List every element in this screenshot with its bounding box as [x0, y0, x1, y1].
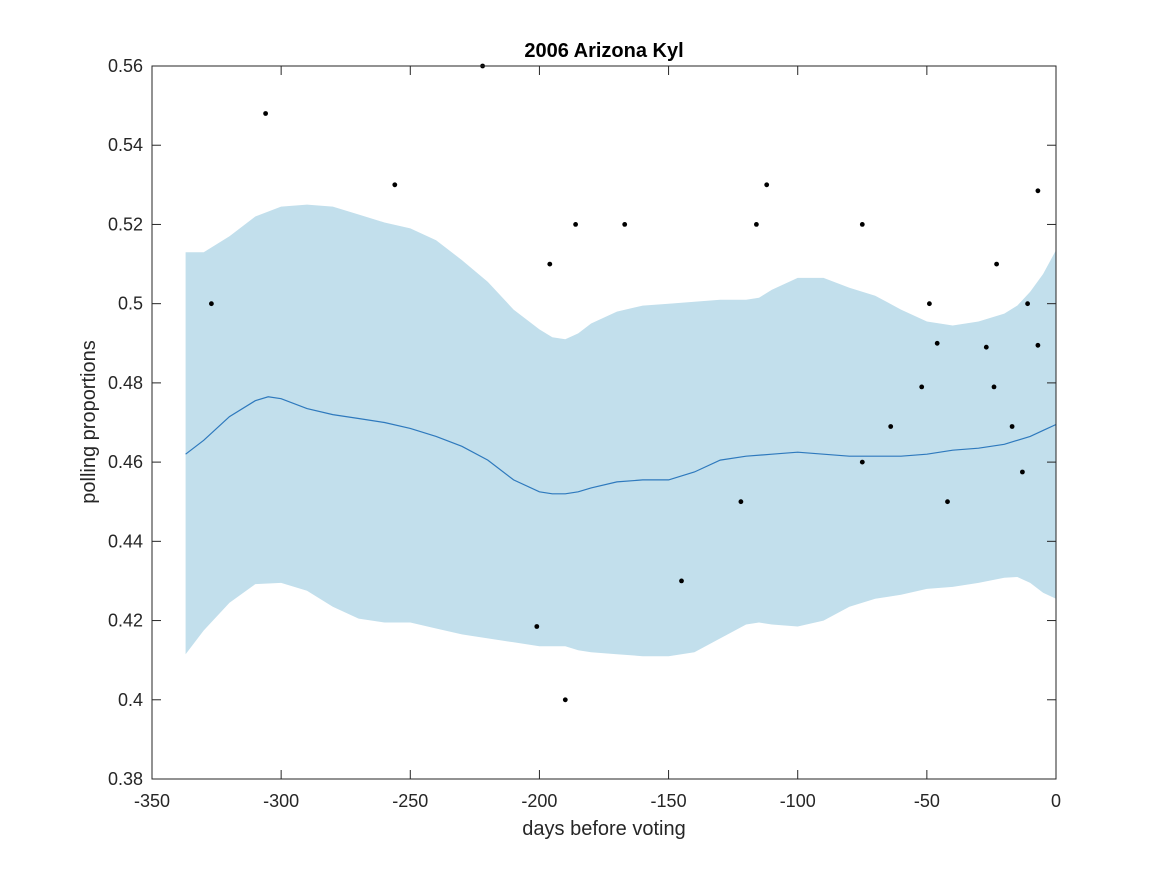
poll-point	[859, 459, 865, 465]
y-tick-label: 0.56	[108, 56, 143, 76]
poll-point	[534, 624, 540, 629]
x-tick-label: -200	[521, 791, 557, 811]
poll-point	[1020, 469, 1025, 475]
x-tick-label: -50	[914, 791, 940, 811]
x-tick-label: -150	[651, 791, 687, 811]
y-tick-label: 0.52	[108, 214, 143, 234]
y-tick-label: 0.44	[108, 531, 143, 551]
poll-point	[622, 222, 628, 227]
x-tick-label: -350	[134, 791, 170, 811]
y-axis-title: polling proportions	[78, 340, 100, 503]
poll-point	[1009, 424, 1015, 429]
poll-point	[679, 578, 684, 584]
poll-point	[1025, 301, 1030, 307]
poll-point	[547, 261, 553, 267]
poll-point	[927, 301, 932, 307]
poll-point	[888, 424, 894, 429]
poll-point	[764, 182, 770, 188]
poll-point	[919, 384, 925, 390]
poll-point	[209, 301, 214, 307]
x-tick-label: 0	[1051, 791, 1061, 811]
x-tick-label: -250	[392, 791, 428, 811]
y-tick-label: 0.42	[108, 611, 143, 631]
poll-point	[983, 344, 989, 350]
poll-point	[738, 499, 744, 505]
y-tick-label: 0.5	[118, 294, 143, 314]
x-axis-title: days before voting	[522, 818, 685, 840]
x-tick-label: -100	[780, 791, 816, 811]
poll-point	[754, 222, 759, 227]
x-tick-label: -300	[263, 791, 299, 811]
plot-area	[185, 63, 1057, 703]
poll-point	[945, 499, 950, 505]
y-tick-label: 0.4	[118, 690, 143, 710]
axes-box	[151, 65, 1057, 780]
poll-point	[859, 222, 865, 227]
poll-point	[573, 222, 578, 227]
poll-point	[991, 384, 997, 390]
y-tick-label: 0.46	[108, 452, 143, 472]
mean-line	[185, 396, 1057, 495]
poll-point	[562, 697, 568, 703]
poll-point	[1035, 342, 1041, 348]
y-tick-label: 0.38	[108, 769, 143, 789]
poll-point	[934, 340, 940, 346]
poll-point	[392, 182, 398, 188]
y-tick-label: 0.54	[108, 135, 143, 155]
chart-title: 2006 Arizona Kyl	[524, 40, 683, 62]
confidence-band	[185, 204, 1057, 657]
axes: -350 -300 -250 -200 -150 -100 -50 0 0.38 0.4 0.42 0…	[108, 56, 1061, 811]
y-tick-label: 0.48	[108, 373, 143, 393]
poll-point	[1035, 188, 1041, 194]
poll-point	[994, 261, 999, 267]
poll-point	[263, 111, 268, 116]
